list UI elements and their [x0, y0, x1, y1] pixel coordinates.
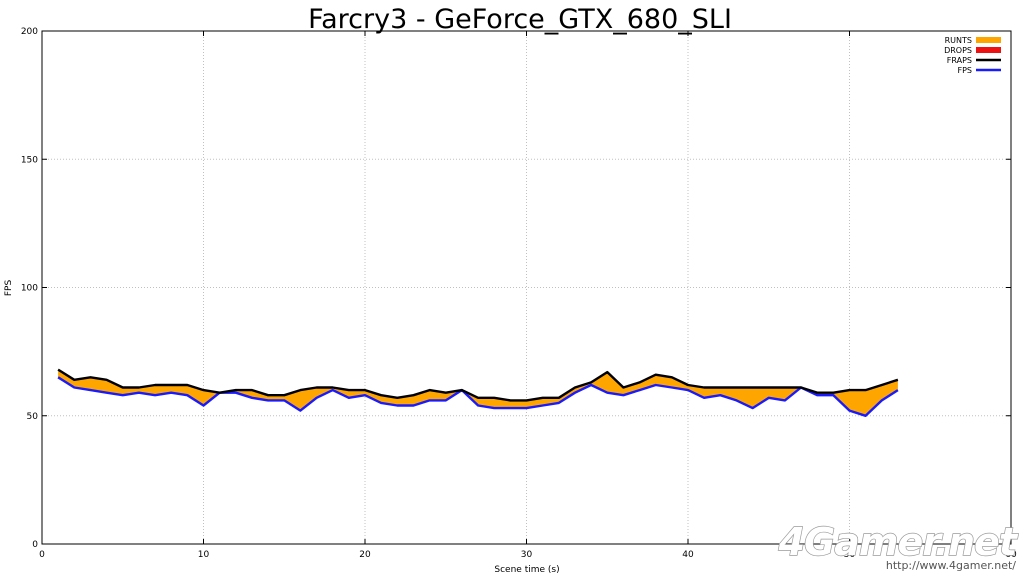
y-tick-label: 200 — [21, 27, 38, 37]
legend-swatch-runts — [976, 37, 1001, 43]
legend-label-fps: FPS — [957, 66, 972, 75]
series-lines — [57, 368, 899, 417]
y-tick-label: 150 — [21, 155, 38, 165]
runts-area — [58, 369, 898, 416]
x-axis-label: Scene time (s) — [494, 565, 559, 575]
chart-title: Farcry3 - GeForce_GTX_680_SLI — [308, 4, 732, 35]
grid-lines — [42, 31, 1011, 544]
watermark-url: http://www.4gamer.net/ — [886, 559, 1016, 572]
y-axis-label: FPS — [4, 280, 14, 297]
x-tick-label: 30 — [521, 550, 533, 560]
y-tick-label: 50 — [27, 412, 39, 422]
x-tick-label: 50 — [844, 550, 856, 560]
plot-frame — [41, 30, 1012, 545]
legend-label-drops: DROPS — [944, 46, 972, 55]
watermark-logo: 4Gamer.net — [778, 520, 1019, 564]
y-tick-label: 100 — [21, 284, 38, 294]
x-tick-label: 10 — [198, 550, 210, 560]
legend-swatch-drops — [976, 47, 1001, 53]
x-tick-label: 0 — [39, 550, 45, 560]
runts-fill — [58, 369, 898, 416]
legend-label-runts: RUNTS — [945, 36, 972, 45]
axis-ticks: 0 10 20 30 40 50 60 0 50 100 150 200 — [21, 27, 1017, 560]
fraps-line — [57, 368, 899, 402]
x-tick-label: 20 — [359, 550, 371, 560]
x-tick-label: 40 — [682, 550, 694, 560]
legend-label-fraps: FRAPS — [947, 56, 972, 65]
watermark: 4Gamer.net http://www.4gamer.net/ — [777, 519, 1021, 572]
x-tick-label: 60 — [1005, 550, 1017, 560]
y-tick-label: 0 — [32, 540, 38, 550]
fps-line — [57, 376, 899, 417]
